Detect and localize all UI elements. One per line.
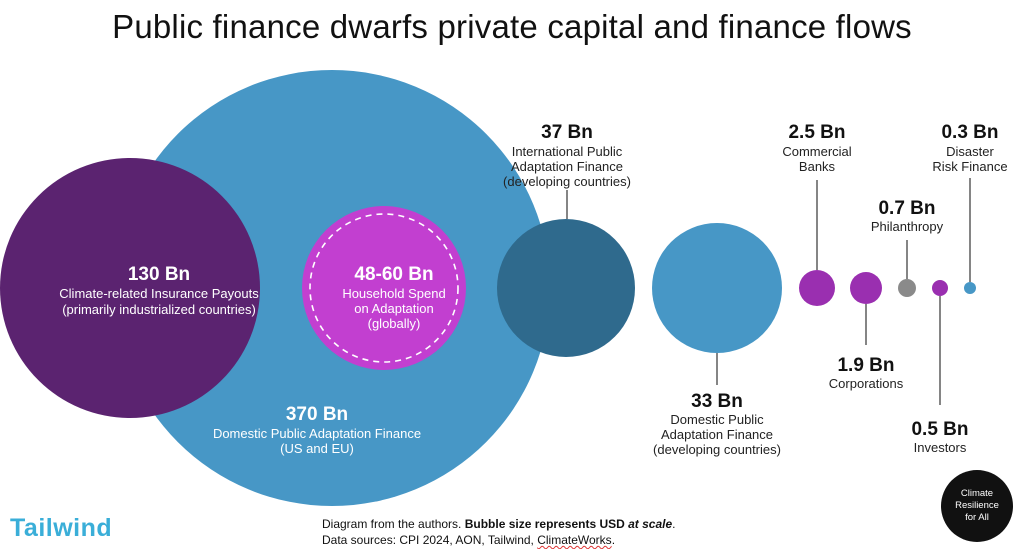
bubble-corporations [850, 272, 882, 304]
bubble-commercial-banks [799, 270, 835, 306]
label-international-1: International Public [512, 144, 623, 159]
value-domestic-developing: 33 Bn [691, 391, 743, 412]
footer-line1-prefix: Diagram from the authors. [322, 517, 465, 531]
label-household-spend-1: Household Spend [342, 286, 445, 301]
bubble-philanthropy [898, 279, 916, 297]
label-corporations: Corporations [829, 376, 904, 391]
household-dashed-ring [309, 213, 459, 363]
label-domestic-developing-3: (developing countries) [653, 442, 781, 457]
value-philanthropy: 0.7 Bn [878, 198, 935, 219]
bubble-domestic-public-developing [652, 223, 782, 353]
footer-climateworks: ClimateWorks [537, 533, 612, 547]
value-disaster: 0.3 Bn [941, 122, 998, 143]
value-commercial-banks: 2.5 Bn [788, 122, 845, 143]
bubble-insurance-payouts [0, 158, 260, 418]
value-insurance-payouts: 130 Bn [128, 264, 190, 285]
bubble-household-spend [302, 206, 466, 370]
label-commercial-banks-1: Commercial [782, 144, 851, 159]
value-corporations: 1.9 Bn [837, 355, 894, 376]
bubble-investors [932, 280, 948, 296]
label-commercial-banks-2: Banks [799, 159, 836, 174]
label-domestic-us-eu-1: Domestic Public Adaptation Finance [213, 426, 421, 441]
label-philanthropy: Philanthropy [871, 219, 944, 234]
bubble-disaster-risk-finance [964, 282, 976, 294]
label-international-3: (developing countries) [503, 174, 631, 189]
bubble-international-public [497, 219, 635, 357]
climate-resilience-badge: Climate Resilience for All [941, 470, 1013, 542]
tailwind-logo: Tailwind [10, 514, 113, 542]
label-domestic-developing-1: Domestic Public [670, 412, 764, 427]
label-international-2: Adaptation Finance [511, 159, 623, 174]
label-disaster-2: Risk Finance [932, 159, 1007, 174]
footer-line2-end: . [611, 533, 616, 547]
chart-title: Public finance dwarfs private capital an… [112, 8, 912, 45]
label-household-spend-3: (globally) [368, 316, 421, 331]
label-insurance-payouts-1: Climate-related Insurance Payouts [59, 286, 259, 301]
value-household-spend: 48-60 Bn [354, 264, 433, 285]
footer-line-2: Data sources: CPI 2024, AON, Tailwind, C… [322, 532, 676, 548]
badge-line-2: Resilience [955, 500, 999, 511]
label-disaster-1: Disaster [946, 144, 994, 159]
badge-line-1: Climate [960, 488, 994, 499]
footer-line1-end: . [672, 517, 676, 531]
value-international: 37 Bn [541, 122, 593, 143]
value-domestic-us-eu: 370 Bn [286, 404, 348, 425]
footer-line-1: Diagram from the authors. Bubble size re… [322, 516, 676, 532]
footer-line1-italic: at scale [628, 517, 673, 531]
badge-line-3: for All [965, 512, 989, 523]
label-investors: Investors [914, 440, 967, 455]
footer-line1-bold: Bubble size represents USD at scale [464, 517, 673, 531]
label-domestic-developing-2: Adaptation Finance [661, 427, 773, 442]
footer-line2-prefix: Data sources: CPI 2024, AON, Tailwind, [322, 533, 538, 547]
label-domestic-us-eu-2: (US and EU) [280, 441, 354, 456]
value-investors: 0.5 Bn [911, 419, 968, 440]
label-household-spend-2: on Adaptation [354, 301, 434, 316]
footer-note: Diagram from the authors. Bubble size re… [322, 516, 676, 548]
label-insurance-payouts-2: (primarily industrialized countries) [62, 302, 256, 317]
